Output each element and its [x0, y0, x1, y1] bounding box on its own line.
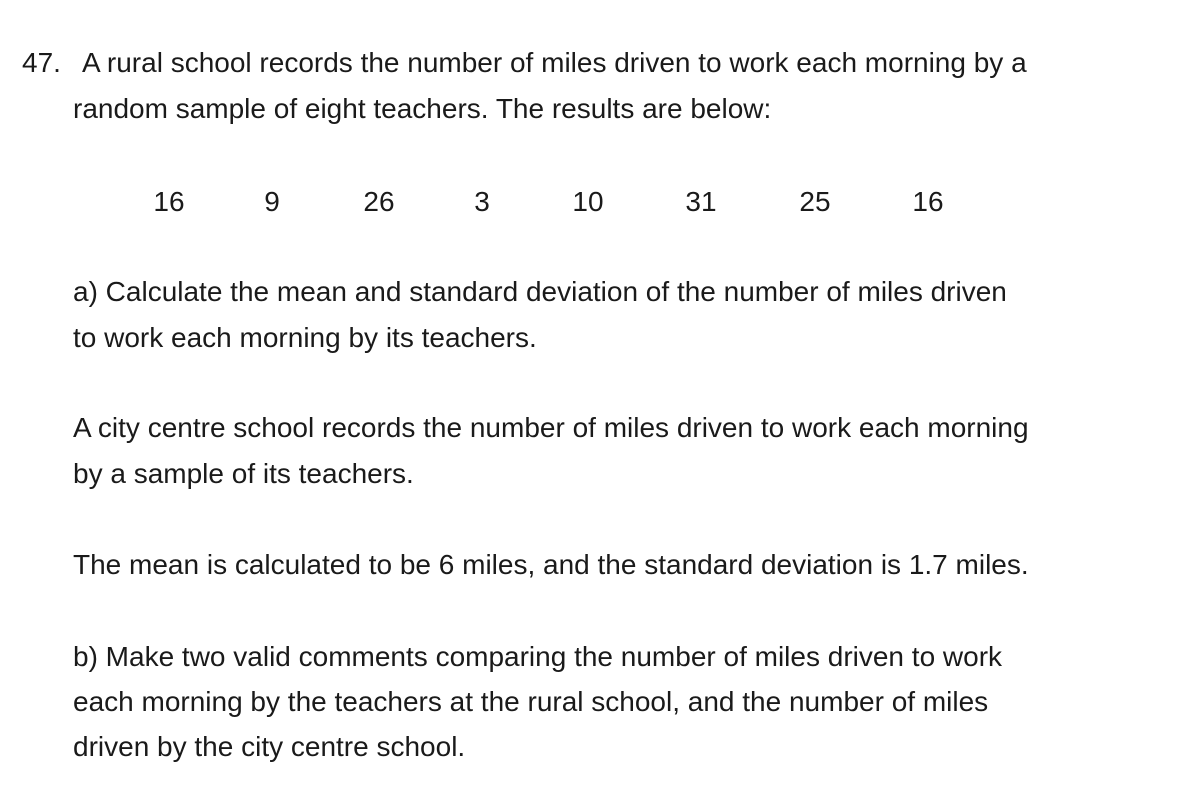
data-value: 16: [912, 186, 944, 217]
data-value: 3: [474, 186, 490, 217]
part-b-line-1: b) Make two valid comments comparing the…: [73, 641, 1003, 672]
data-value: 10: [572, 186, 604, 217]
stats-line: The mean is calculated to be 6 miles, an…: [73, 549, 1029, 580]
part-b-line-3: driven by the city centre school.: [73, 731, 466, 762]
part-a-line-1: a) Calculate the mean and standard devia…: [73, 276, 1007, 307]
city-line-1: A city centre school records the number …: [73, 412, 1029, 443]
data-value: 16: [153, 186, 185, 217]
data-value: 31: [685, 186, 717, 217]
part-b-line-2: each morning by the teachers at the rura…: [73, 686, 989, 717]
data-values-row: 16 9 26 3 10 31 25 16: [0, 180, 1204, 224]
part-a-line-2: to work each morning by its teachers.: [73, 322, 537, 353]
data-value: 25: [799, 186, 831, 217]
intro-line-2: random sample of eight teachers. The res…: [73, 93, 772, 124]
question-number: 47.: [22, 47, 61, 78]
city-line-2: by a sample of its teachers.: [73, 458, 414, 489]
data-value: 9: [264, 186, 280, 217]
data-value: 26: [363, 186, 395, 217]
intro-line-1: A rural school records the number of mil…: [82, 47, 1027, 78]
